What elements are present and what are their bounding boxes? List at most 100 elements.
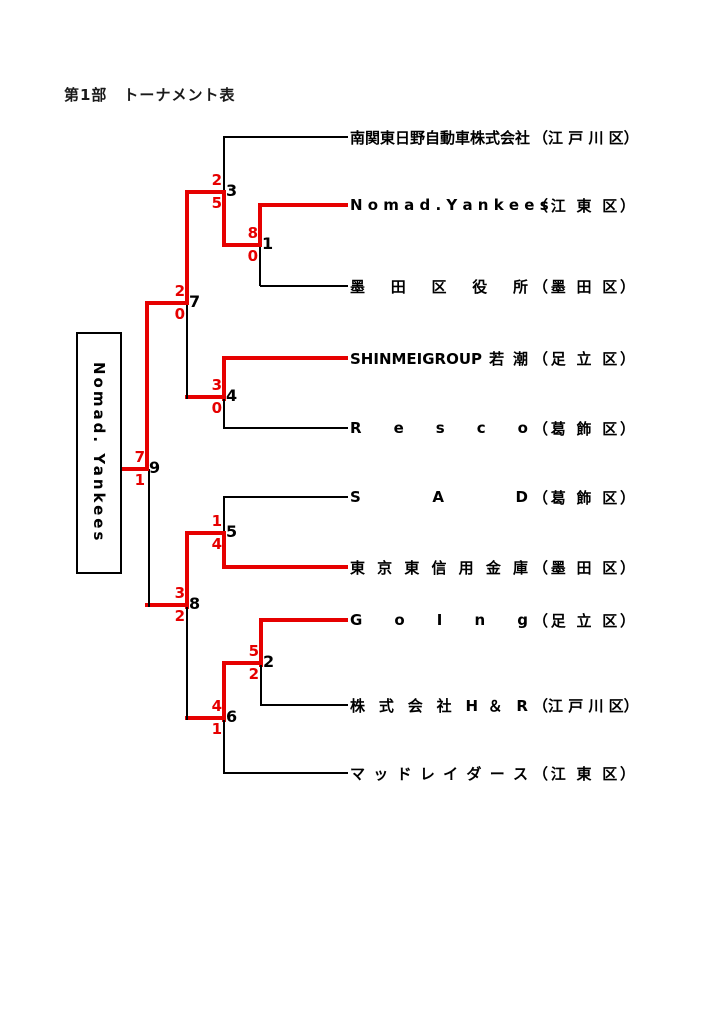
team-name: 墨 田 区 役 所 (350, 277, 528, 296)
team-9-line (261, 704, 348, 706)
match-2-number: 2 (263, 652, 275, 671)
match-1-label: 8 0 1 (228, 226, 292, 264)
match-8-score-top: 3 (174, 584, 185, 602)
match-1-score-bottom: 0 (247, 247, 258, 265)
team-name: 株 式 会 社 H ＆ R (350, 696, 528, 715)
match-8-vert-winner (185, 531, 189, 609)
match-1-vert-winner (258, 203, 262, 247)
match-7-vert-loser (186, 303, 188, 399)
match-3-vert-winner (222, 190, 226, 247)
match-6-vert-loser (223, 718, 225, 774)
match-5-winner-line (185, 531, 226, 535)
team-row-6: S A D （葛 飾 区） (350, 487, 635, 507)
match-9-winner-line (122, 467, 149, 471)
match-4-score-bottom: 0 (211, 399, 222, 417)
team-name: G o I n g (350, 611, 528, 629)
match-4-label: 3 0 4 (192, 378, 256, 416)
match-6-score-bottom: 1 (211, 720, 222, 738)
match-7-winner-line (145, 301, 189, 305)
match-4-vert-loser (223, 397, 225, 429)
match-2-vert-loser (260, 663, 262, 706)
match-3-label: 2 5 3 (192, 173, 256, 211)
match-1-vert-loser (259, 245, 261, 286)
team-name: SHINMEIGROUP 若 潮 (350, 349, 528, 368)
match-7-score-bottom: 0 (174, 305, 185, 323)
match-1-number: 1 (262, 234, 274, 253)
match-5-score-bottom: 4 (211, 535, 222, 553)
match-2-label: 5 2 2 (229, 644, 293, 682)
team-district: （墨 田 区） (533, 558, 635, 577)
match-5-vert-loser (223, 496, 225, 535)
match-8-winner-line (145, 603, 189, 607)
team-1-line (224, 136, 348, 138)
team-8-line (259, 618, 348, 622)
match-8-number: 8 (189, 594, 201, 613)
match-5-number: 5 (226, 522, 238, 541)
team-district: （江 東 区） (533, 764, 635, 783)
match-6-score-top: 4 (211, 697, 222, 715)
match-4-vert-winner (222, 356, 226, 401)
match-2-score-top: 5 (248, 642, 259, 660)
match-5-label: 1 4 5 (192, 514, 256, 552)
team-row-9: 株 式 会 社 H ＆ R （江 戸 川 区） (350, 695, 639, 715)
match-7-number: 7 (189, 292, 201, 311)
match-7-label: 2 0 7 (155, 284, 219, 322)
match-9-score-bottom: 1 (134, 471, 145, 489)
match-6-number: 6 (226, 707, 238, 726)
match-9-vert-winner (145, 301, 149, 471)
team-district: （墨 田 区） (533, 277, 635, 296)
team-district: （江 東 区） (533, 196, 635, 215)
team-row-4: SHINMEIGROUP 若 潮 （足 立 区） (350, 348, 635, 368)
team-name: 南関東日野自動車株式会社 (350, 128, 531, 147)
match-6-vert-winner (222, 661, 226, 722)
match-2-winner-line (222, 661, 263, 665)
match-6-label: 4 1 6 (192, 699, 256, 737)
team-name: S A D (350, 488, 528, 506)
match-8-label: 3 2 8 (155, 586, 219, 624)
team-district: （葛 飾 区） (533, 488, 635, 507)
team-name: N o m a d . Y a n k e e s (350, 196, 549, 214)
match-7-vert-winner (185, 190, 189, 305)
match-5-score-top: 1 (211, 512, 222, 530)
match-3-number: 3 (226, 181, 238, 200)
match-9-score-top: 7 (134, 448, 145, 466)
match-9-label: 7 1 9 (115, 450, 179, 488)
team-district: （足 立 区） (533, 349, 635, 368)
team-name: マ ッ ド レ イ ダ ー ス (350, 764, 528, 783)
team-4-line (222, 356, 348, 360)
team-row-5: R e s c o （葛 飾 区） (350, 418, 635, 438)
match-6-winner-line (185, 716, 226, 720)
team-row-1: 南関東日野自動車株式会社 （江 戸 川 区） (350, 127, 639, 147)
match-3-vert-loser (223, 136, 225, 194)
team-name: 東 京 東 信 用 金 庫 (350, 558, 528, 577)
page-title: 第1部 トーナメント表 (64, 86, 236, 104)
match-1-score-top: 8 (247, 224, 258, 242)
team-row-3: 墨 田 区 役 所 （墨 田 区） (350, 276, 635, 296)
match-1-winner-line (222, 243, 262, 247)
match-7-score-top: 2 (174, 282, 185, 300)
match-8-score-bottom: 2 (174, 607, 185, 625)
match-3-score-top: 2 (211, 171, 222, 189)
champion-name: Nomad. Yankees (90, 362, 108, 544)
champion-box: Nomad. Yankees (76, 332, 122, 574)
team-2-line (258, 203, 348, 207)
team-10-line (224, 772, 348, 774)
match-2-score-bottom: 2 (248, 665, 259, 683)
match-9-vert-loser (148, 469, 150, 607)
team-row-10: マ ッ ド レ イ ダ ー ス （江 東 区） (350, 763, 635, 783)
team-3-line (260, 285, 348, 287)
match-4-winner-line (185, 395, 226, 399)
team-row-8: G o I n g （足 立 区） (350, 610, 635, 630)
team-row-2: N o m a d . Y a n k e e s （江 東 区） (350, 195, 635, 215)
match-8-vert-loser (186, 605, 188, 720)
match-4-number: 4 (226, 386, 238, 405)
team-6-line (224, 496, 348, 498)
team-7-line (222, 565, 348, 569)
team-district: （葛 飾 区） (533, 419, 635, 438)
match-5-vert-winner (222, 531, 226, 569)
team-district: （江 戸 川 区） (533, 128, 639, 147)
match-2-vert-winner (259, 618, 263, 667)
match-9-number: 9 (149, 458, 161, 477)
team-name: R e s c o (350, 419, 528, 437)
